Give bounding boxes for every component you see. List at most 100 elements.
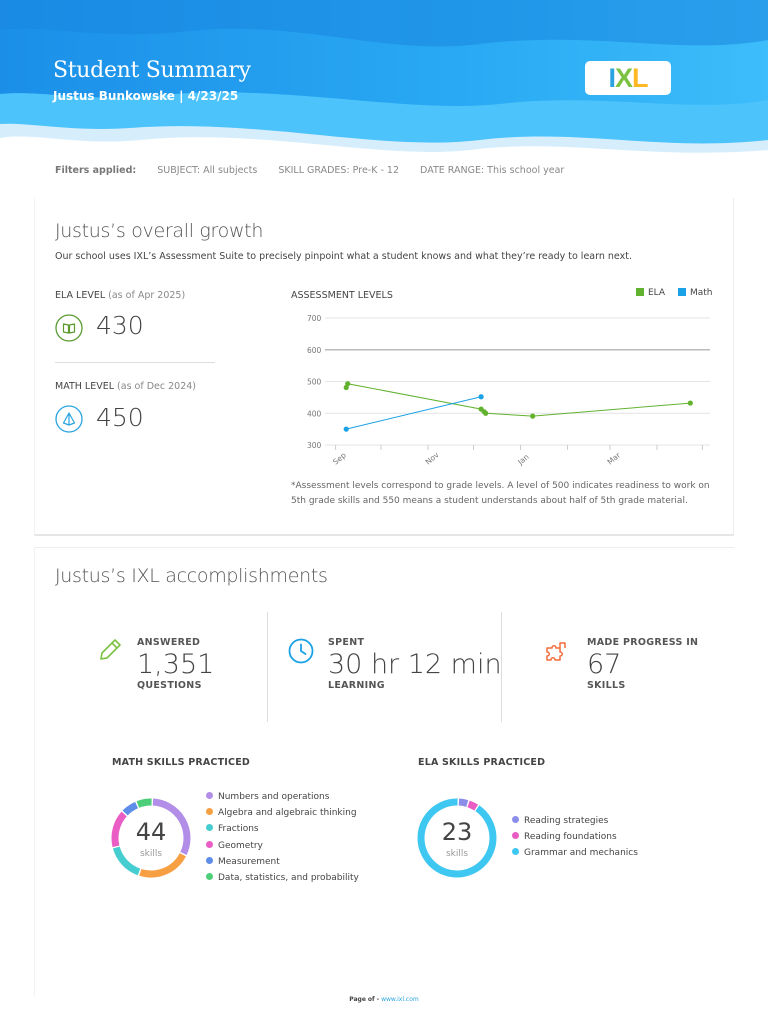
pyramid-icon [55,405,83,433]
skill-legend-label: Grammar and mechanics [524,848,638,859]
skill-legend-label: Measurement [218,856,280,867]
footer-url[interactable]: www.ixl.com [381,996,419,1003]
chart-title: ASSESSMENT LEVELS [291,290,393,301]
ela-level-asof: (as of Apr 2025) [108,290,186,301]
ixl-logo: IXL [585,61,671,95]
stat-spent-label: SPENT [328,637,365,648]
stat-progress-value: 67 [587,649,622,680]
stat-separator [501,612,502,722]
skill-legend-dot [206,808,213,816]
math-skills-count: 44 [135,818,167,846]
skill-legend-dot [206,840,213,848]
stat-answered-label: ANSWERED [137,637,201,648]
donut-segment[interactable] [417,798,497,878]
data-point-ela[interactable] [345,381,351,387]
donut-segment[interactable] [139,852,186,878]
donut-segment[interactable] [467,800,479,811]
puzzle-icon [546,642,566,661]
math-level-asof: (as of Dec 2024) [117,381,197,392]
x-tick-label: Jan [515,452,531,467]
stat-answered-value: 1,351 [137,649,215,680]
skill-legend-item: Fractions [206,821,359,837]
filters-label: Filters applied: [55,165,137,176]
skill-legend-item: Algebra and algebraic thinking [206,805,359,821]
report-header: Student Summary Justus Bunkowske | 4/23/… [0,0,768,160]
stat-spent: SPENT 30 hr 12 min LEARNING [328,637,502,691]
growth-description: Our school uses IXL’s Assessment Suite t… [55,251,632,262]
legend-label-ela: ELA [648,288,666,298]
skill-legend-label: Numbers and operations [218,792,330,802]
data-point-math[interactable] [478,394,484,400]
x-tick-label: Mar [606,450,623,467]
skill-legend-item: Data, statistics, and probability [206,870,359,886]
skill-legend-dot [206,792,213,799]
ela-level-label: ELA LEVEL (as of Apr 2025) [55,290,185,301]
skill-legend-label: Geometry [218,840,263,851]
y-tick-label: 500 [307,378,322,387]
donut-segment[interactable] [111,811,127,848]
data-point-math[interactable] [343,426,349,432]
math-skills-unit: skills [139,849,163,859]
skill-legend-item: Reading strategies [512,813,638,829]
legend-swatch-ela [636,288,644,296]
donut-segment[interactable] [122,801,139,816]
clock-icon [288,638,314,664]
donut-segment[interactable] [112,846,141,876]
skill-legend-dot [206,856,213,864]
skill-legend-label: Fractions [218,824,259,835]
accomplishments-title: Justus’s IXL accomplishments [55,565,328,587]
ela-skills-unit: skills [445,849,469,859]
data-point-ela[interactable] [687,400,693,406]
skill-legend-item: Measurement [206,854,359,870]
header-wave-background [0,0,768,160]
y-tick-label: 700 [307,314,322,323]
data-point-ela[interactable] [483,410,489,416]
filter-date-range: DATE RANGE: This school year [420,165,565,176]
series-line-math [346,396,482,430]
donut-segment[interactable] [152,798,191,855]
skill-legend-item: Geometry [206,838,359,854]
skill-legend-dot [206,824,213,832]
assessment-levels-chart: 700 600 500 400 300 Sep Nov Jan Mar [307,314,710,467]
growth-card [34,198,734,536]
accomplishments-card [34,547,734,997]
skill-legend-dot [512,848,519,856]
skill-legend-item: Grammar and mechanics [512,845,638,861]
footer-page-prefix: Page [349,996,366,1003]
ela-skills-count: 23 [441,818,473,846]
skill-legend-label: Data, statistics, and probability [218,872,359,883]
skill-legend-label: Reading foundations [524,832,617,843]
stat-separator [267,612,268,722]
donut-segment[interactable] [458,798,469,807]
student-name-date: Justus Bunkowske | 4/23/25 [53,89,239,103]
ixl-logo-text: IXL [608,63,648,93]
filter-skill-grades: SKILL GRADES: Pre-K - 12 [278,165,400,176]
x-tick-label: Nov [424,450,441,467]
math-level-label: MATH LEVEL (as of Dec 2024) [55,381,196,392]
filters-bar: Filters applied: SUBJECT: All subjects S… [55,165,582,176]
skill-legend-dot [512,816,519,823]
data-point-ela[interactable] [530,413,536,419]
ela-skills-donut [417,798,497,878]
chart-footnote: *Assessment levels correspond to grade l… [291,481,710,506]
y-tick-label: 400 [307,409,322,418]
skill-legend-label: Reading strategies [524,816,609,826]
skill-legend-item: Reading foundations [512,829,638,845]
stat-progress: MADE PROGRESS IN 67 SKILLS [587,637,698,691]
math-level-label-text: MATH LEVEL [55,381,115,392]
donut-segment[interactable] [136,798,152,808]
page-title: Student Summary [53,58,251,83]
x-tick-label: Sep [331,450,348,466]
book-icon [55,314,83,342]
stat-answered-unit: QUESTIONS [137,680,202,691]
math-level-value: 450 [96,403,144,432]
math-skills-donut [111,798,191,878]
level-divider [55,362,215,363]
stat-spent-unit: LEARNING [328,680,385,691]
ela-level-value: 430 [96,311,144,340]
legend-item-math: Math [678,288,713,298]
skill-legend-dot [206,872,213,880]
stat-progress-label: MADE PROGRESS IN [587,637,699,648]
skill-legend-label: Algebra and algebraic thinking [218,808,357,819]
stat-answered: ANSWERED 1,351 QUESTIONS [137,637,214,691]
